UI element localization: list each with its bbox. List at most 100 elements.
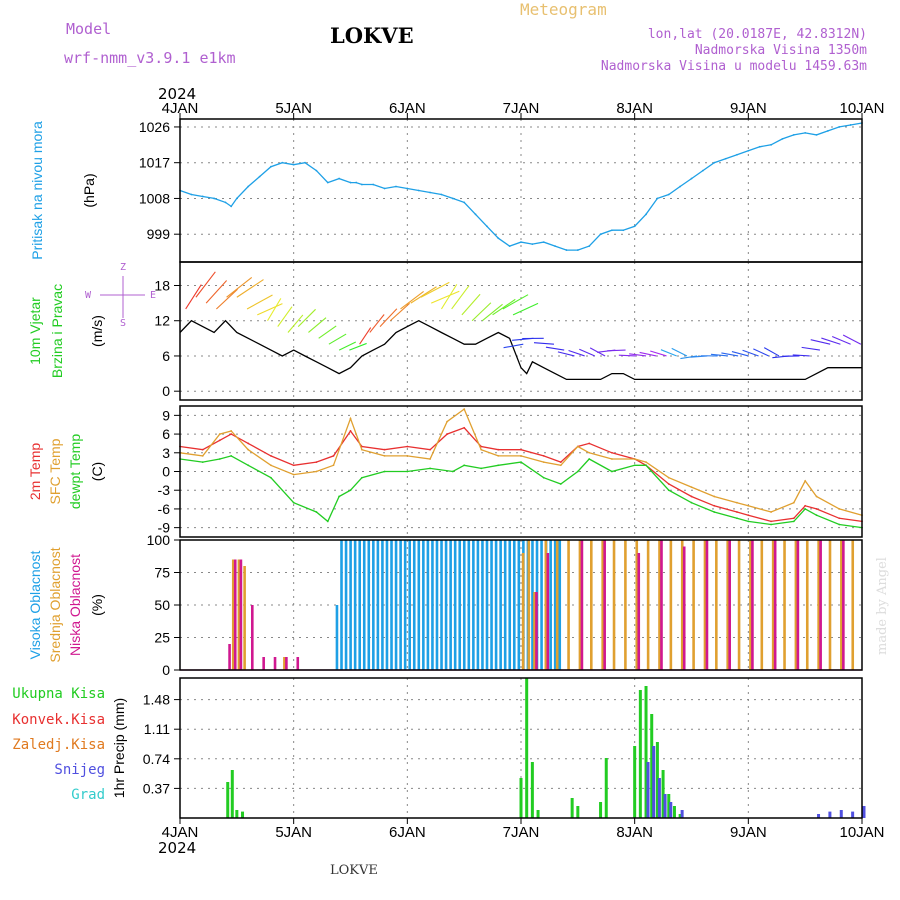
data-point — [446, 420, 449, 423]
data-point — [463, 426, 466, 429]
data-point — [736, 153, 738, 156]
wind-barb — [389, 302, 410, 322]
data-point — [838, 126, 841, 128]
wind-barb — [440, 284, 458, 310]
cloud-bar — [567, 540, 570, 670]
cloud-bar — [771, 540, 775, 670]
data-point — [218, 458, 221, 460]
cloud-bar — [680, 540, 684, 670]
data-point — [349, 489, 352, 492]
data-point — [474, 213, 477, 216]
data-point — [770, 520, 772, 523]
xtick-label-bottom: 10JAN — [839, 824, 884, 841]
data-point — [429, 448, 431, 451]
yaxis-title: 1hr Precip (mm) — [111, 698, 127, 798]
cloud-bar — [840, 540, 843, 670]
panel-frame-temperature — [179, 405, 863, 538]
data-point — [497, 237, 500, 240]
data-point — [258, 175, 261, 178]
ytick-label: 100 — [147, 532, 171, 548]
data-point — [713, 511, 716, 513]
cloud-bar — [646, 540, 650, 670]
wind-barb — [801, 346, 821, 351]
data-point — [576, 470, 579, 473]
cloud-bar — [773, 540, 777, 670]
wind-barb — [831, 335, 851, 345]
data-point — [838, 523, 841, 526]
cloud-bar — [783, 540, 786, 670]
data-point — [332, 455, 335, 457]
data-point — [281, 161, 284, 164]
footer-station: LOKVE — [330, 863, 378, 878]
series-line-wind-0 — [179, 319, 862, 381]
cloud-bar — [237, 559, 241, 670]
wind-barb — [215, 288, 238, 310]
data-point — [270, 165, 272, 168]
data-point — [360, 476, 363, 479]
data-point — [690, 495, 693, 498]
cloud-bar — [590, 540, 593, 670]
cloud-bar — [751, 540, 754, 670]
data-point — [395, 185, 397, 188]
station-title: LOKVE — [330, 23, 414, 48]
data-point — [201, 455, 204, 457]
data-point — [656, 197, 659, 200]
data-point — [463, 201, 466, 204]
cloud-bar — [381, 540, 384, 670]
wind-barb — [821, 337, 841, 345]
data-point — [201, 195, 204, 198]
data-point — [758, 145, 761, 148]
data-point — [247, 442, 250, 445]
wind-barb — [721, 352, 739, 357]
data-point — [360, 448, 363, 451]
xtick-label-top: 6JAN — [389, 100, 426, 117]
wind-barb — [379, 308, 398, 327]
data-point — [542, 476, 545, 479]
precip-bar — [862, 806, 866, 818]
cloud-bar — [535, 592, 538, 670]
data-point — [588, 245, 591, 248]
data-point — [451, 197, 454, 200]
data-point — [713, 495, 716, 498]
cloud-bar — [490, 540, 493, 670]
axes-layer: 999 1008 1017 1026 Pritisak na nivou mora (hP… — [12, 100, 884, 841]
cloud-bar — [715, 540, 718, 670]
wind-barb — [671, 347, 688, 357]
data-point — [713, 504, 716, 507]
precip-bar — [667, 794, 671, 818]
data-point — [804, 508, 807, 510]
precip-bar — [235, 810, 239, 818]
data-point — [531, 243, 534, 246]
precip-bar — [646, 762, 650, 818]
cloud-bar — [549, 540, 552, 670]
cloud-bar — [508, 540, 512, 670]
wind-barb — [267, 298, 282, 322]
data-point — [247, 448, 250, 451]
data-point — [747, 520, 750, 523]
wind-barb — [753, 348, 770, 357]
cloud-bar — [749, 540, 752, 670]
yaxis-title: (hPa) — [81, 173, 97, 207]
data-point — [383, 187, 386, 190]
yaxis-title: SFC Temp — [47, 438, 63, 504]
data-layer — [179, 122, 866, 818]
data-point — [463, 464, 466, 467]
cloud-bar — [349, 540, 352, 670]
cloud-bar — [817, 540, 820, 670]
cloud-bar — [385, 540, 389, 670]
data-point — [315, 461, 318, 464]
data-point — [372, 183, 375, 186]
wind-barb — [410, 286, 437, 304]
data-point — [804, 132, 807, 134]
cloud-bar — [553, 540, 557, 670]
wind-barb — [318, 325, 337, 339]
data-point — [315, 470, 318, 473]
data-point — [480, 467, 483, 470]
cloud-bar — [737, 540, 741, 670]
cloud-bar — [435, 540, 439, 670]
data-point — [406, 470, 409, 473]
wind-barb — [359, 327, 372, 345]
data-point — [429, 191, 431, 194]
xtick-label-top: 7JAN — [503, 100, 540, 117]
